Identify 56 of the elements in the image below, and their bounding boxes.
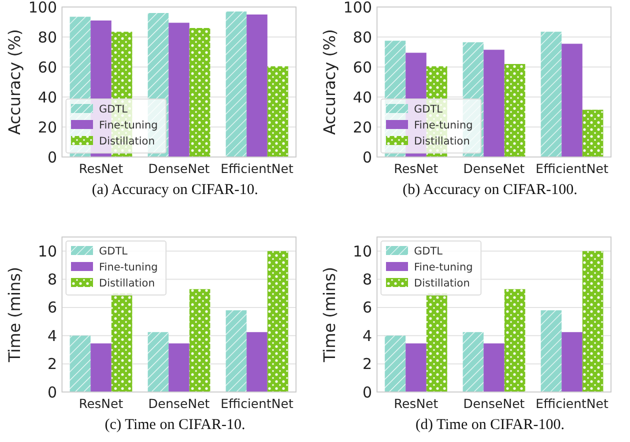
y-tick-label: 4 <box>362 326 372 345</box>
y-tick-label: 0 <box>362 383 372 402</box>
text: (c) Time on CIFAR-10. <box>104 417 246 433</box>
x-tick-label: EfficientNet <box>220 161 294 176</box>
x-tick-label: DenseNet <box>463 161 525 176</box>
legend-label: Fine-tuning <box>414 262 473 274</box>
legend-label: Fine-tuning <box>99 120 158 132</box>
y-tick-label: 80 <box>38 28 57 46</box>
x-tick-label: DenseNet <box>148 396 210 411</box>
legend-label: Distillation <box>414 136 470 148</box>
y-tick-label: 4 <box>47 326 57 345</box>
x-tick-label: EfficientNet <box>536 396 608 411</box>
y-axis-title: Accuracy (%) <box>320 29 339 135</box>
y-tick-label: 40 <box>352 88 372 106</box>
x-tick-label: ResNet <box>394 396 438 411</box>
text: (b) Accuracy on CIFAR-100. <box>402 182 578 198</box>
text: (a) Accuracy on CIFAR-10. <box>92 182 258 198</box>
legend-label: GDTL <box>414 104 443 116</box>
legend-label: Distillation <box>414 278 470 290</box>
y-tick-label: 60 <box>38 58 57 76</box>
legend-label: Distillation <box>99 136 155 148</box>
legend-label: GDTL <box>99 104 128 116</box>
y-tick-label: 100 <box>343 0 372 16</box>
y-tick-label: 2 <box>362 355 372 374</box>
x-tick-label: ResNet <box>78 161 124 176</box>
y-tick-label: 10 <box>352 242 372 260</box>
y-tick-label: 6 <box>47 298 57 317</box>
y-tick-label: 6 <box>362 298 372 317</box>
x-tick-label: EfficientNet <box>220 396 294 411</box>
x-tick-label: EfficientNet <box>536 161 608 176</box>
y-axis-title: Time (mins) <box>5 266 24 364</box>
legend-label: Fine-tuning <box>99 262 158 274</box>
y-tick-label: 0 <box>47 383 57 402</box>
x-tick-label: ResNet <box>78 396 124 411</box>
y-tick-label: 0 <box>47 148 57 166</box>
y-tick-label: 100 <box>28 0 57 16</box>
legend-label: Distillation <box>99 278 155 290</box>
y-tick-label: 0 <box>362 148 372 166</box>
y-tick-label: 20 <box>38 118 57 136</box>
y-tick-label: 8 <box>47 270 57 289</box>
x-tick-label: DenseNet <box>148 161 210 176</box>
x-tick-label: ResNet <box>394 161 438 176</box>
y-tick-label: 10 <box>38 242 57 260</box>
legend-label: GDTL <box>414 246 443 258</box>
y-tick-label: 40 <box>38 88 57 106</box>
y-tick-label: 80 <box>352 28 372 46</box>
x-tick-label: DenseNet <box>463 396 525 411</box>
y-axis-title: Accuracy (%) <box>5 29 24 135</box>
legend-label: GDTL <box>99 246 128 258</box>
y-axis-title: Time (mins) <box>320 266 339 364</box>
text: (d) Time on CIFAR-100. <box>416 417 564 433</box>
y-tick-label: 2 <box>47 355 57 374</box>
y-tick-label: 20 <box>352 118 372 136</box>
legend-label: Fine-tuning <box>414 120 473 132</box>
y-tick-label: 60 <box>352 58 372 76</box>
y-tick-label: 8 <box>362 270 372 289</box>
